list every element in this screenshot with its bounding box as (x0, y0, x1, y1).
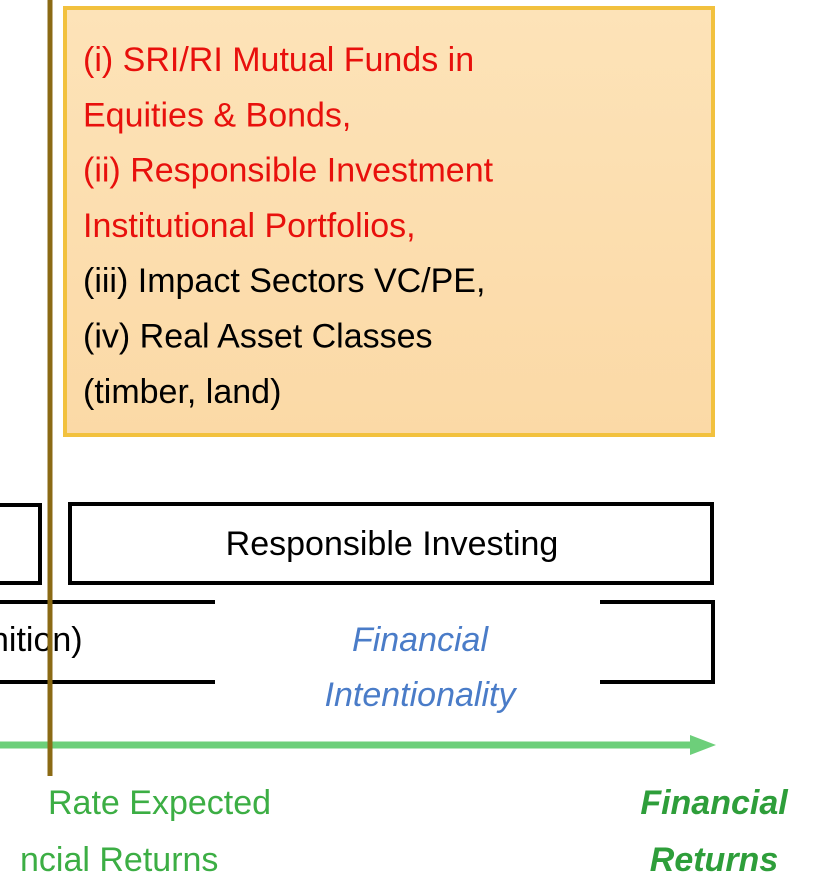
arrow-head (690, 735, 716, 755)
box-line: Institutional Portfolios, (83, 207, 416, 245)
left-box (0, 503, 42, 585)
axis-right-line: Returns (650, 841, 778, 879)
responsible-box (68, 502, 714, 585)
box-line: (timber, land) (83, 373, 281, 411)
definition-box (0, 600, 715, 684)
intentionality-line: Intentionality (325, 676, 518, 714)
axis-left-line: Rate Expected (48, 784, 271, 822)
box-line: (iii) Impact Sectors VC/PE, (83, 262, 485, 300)
axis-right-line: Financial (640, 784, 789, 822)
box-line: (iv) Real Asset Classes (83, 317, 433, 355)
definition-label: nition) (0, 621, 83, 659)
intentionality-line: Financial (352, 621, 490, 659)
box-line: Equities & Bonds, (83, 96, 351, 134)
axis-left-line: ncial Returns (20, 841, 218, 879)
examples-box (63, 6, 715, 437)
box-line: (ii) Responsible Investment (83, 152, 494, 190)
box-line: (i) SRI/RI Mutual Funds in (83, 41, 474, 79)
responsible-label: Responsible Investing (226, 525, 559, 563)
